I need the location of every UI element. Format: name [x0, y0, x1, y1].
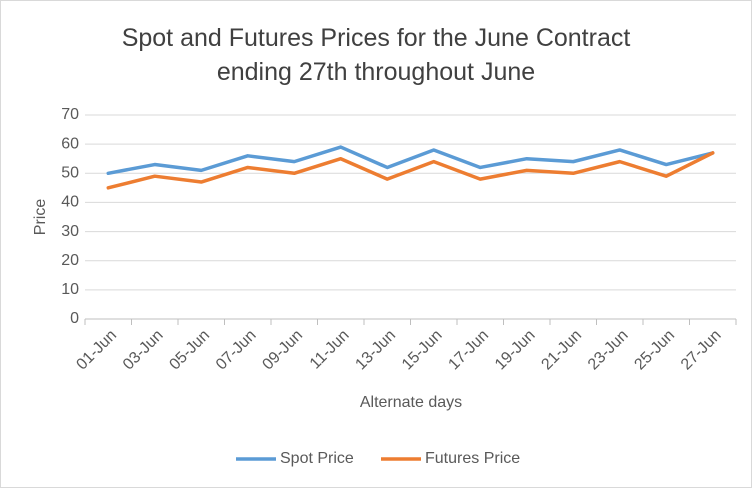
x-tick-label: 09-Jun — [259, 327, 306, 374]
y-tick-label: 70 — [61, 106, 79, 123]
x-axis-label: Alternate days — [360, 394, 462, 411]
chart-title: Spot and Futures Prices for the June Con… — [121, 24, 631, 86]
legend-label: Futures Price — [425, 450, 520, 467]
x-tick-label: 11-Jun — [307, 327, 353, 373]
series-line — [106, 151, 715, 190]
x-tick-label: 05-Jun — [166, 327, 213, 374]
y-tick-label: 40 — [61, 194, 79, 211]
y-tick-label: 50 — [61, 165, 79, 182]
y-tick-label: 10 — [61, 281, 79, 298]
x-tick-label: 03-Jun — [120, 327, 167, 374]
x-tick-label: 15-Jun — [399, 327, 446, 374]
x-tick-label: 19-Jun — [492, 327, 539, 374]
x-tick-label: 07-Jun — [213, 327, 260, 374]
legend-label: Spot Price — [280, 450, 354, 467]
y-tick-label: 20 — [61, 252, 79, 269]
x-tick-label: 25-Jun — [631, 327, 678, 374]
x-tick-label: 17-Jun — [445, 327, 492, 374]
y-tick-label: 30 — [61, 223, 79, 240]
x-tick-label: 21-Jun — [538, 327, 585, 374]
y-axis-label: Price — [32, 199, 49, 236]
y-tick-label: 60 — [61, 135, 79, 152]
x-tick-label: 13-Jun — [352, 327, 399, 374]
series-line — [106, 145, 715, 176]
x-tick-label: 01-Jun — [73, 327, 120, 374]
x-tick-label: 23-Jun — [585, 327, 632, 374]
x-tick-label: 27-Jun — [678, 327, 725, 374]
y-tick-label: 0 — [70, 310, 79, 327]
